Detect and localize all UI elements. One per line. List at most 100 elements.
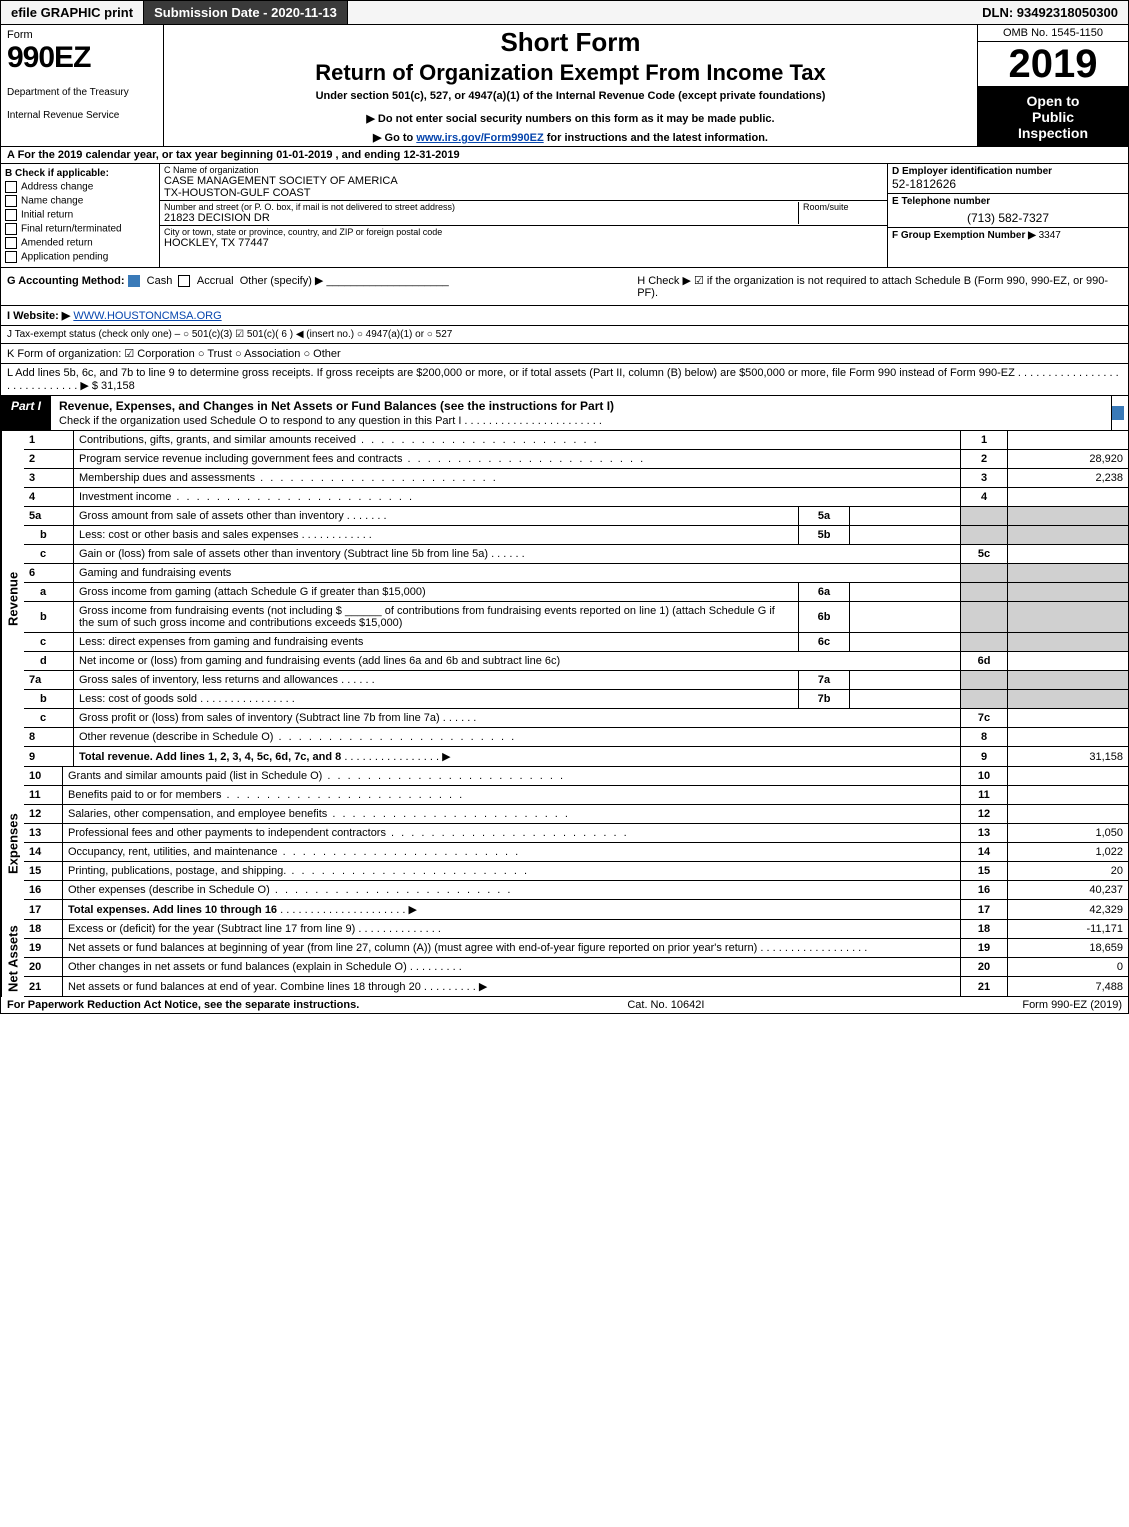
- l10-amt: [1008, 767, 1129, 786]
- room-lbl: Room/suite: [803, 202, 883, 212]
- l6c-num: c: [24, 633, 74, 652]
- l6d-num: d: [24, 652, 74, 671]
- l19-num: 19: [24, 939, 63, 958]
- row-g-left: G Accounting Method: Cash Accrual Other …: [7, 274, 637, 287]
- cb-initial-return[interactable]: Initial return: [5, 209, 155, 221]
- expenses-table: 10 Grants and similar amounts paid (list…: [24, 767, 1129, 920]
- l18-desc: Excess or (deficit) for the year (Subtra…: [68, 923, 355, 935]
- l4-num: 4: [24, 488, 74, 507]
- l21-amt: 7,488: [1008, 977, 1129, 997]
- l8-amt: [1008, 728, 1129, 747]
- l21-num: 21: [24, 977, 63, 997]
- line-3: 3 Membership dues and assessments 3 2,23…: [24, 469, 1129, 488]
- l18-ref: 18: [961, 920, 1008, 939]
- line-5b: b Less: cost or other basis and sales ex…: [24, 526, 1129, 545]
- l14-amt: 1,022: [1008, 843, 1129, 862]
- g-label: G Accounting Method:: [7, 275, 125, 287]
- cb-application-pending[interactable]: Application pending: [5, 251, 155, 263]
- row-k: K Form of organization: ☑ Corporation ○ …: [0, 344, 1129, 364]
- l12-desc: Salaries, other compensation, and employ…: [68, 808, 327, 820]
- cash-label: Cash: [147, 275, 173, 287]
- line-19: 19 Net assets or fund balances at beginn…: [24, 939, 1129, 958]
- cb-accrual[interactable]: [178, 275, 190, 287]
- l5c-desc: Gain or (loss) from sale of assets other…: [79, 548, 488, 560]
- line-8: 8 Other revenue (describe in Schedule O)…: [24, 728, 1129, 747]
- l17-desc: Total expenses. Add lines 10 through 16: [68, 904, 277, 916]
- l1-amt: [1008, 431, 1129, 450]
- l6c-box: 6c: [799, 633, 850, 652]
- l7b-desc: Less: cost of goods sold: [79, 693, 197, 705]
- l14-ref: 14: [961, 843, 1008, 862]
- part1-checkbox-cell: [1111, 396, 1128, 430]
- submission-date-button[interactable]: Submission Date - 2020-11-13: [144, 1, 348, 24]
- l8-ref: 8: [961, 728, 1008, 747]
- l7c-ref: 7c: [961, 709, 1008, 728]
- website-link[interactable]: WWW.HOUSTONCMSA.ORG: [73, 310, 221, 322]
- line-14: 14 Occupancy, rent, utilities, and maint…: [24, 843, 1129, 862]
- line-15: 15 Printing, publications, postage, and …: [24, 862, 1129, 881]
- l5a-val: [850, 507, 961, 526]
- part1-tag: Part I: [1, 396, 51, 430]
- cb-name-change[interactable]: Name change: [5, 195, 155, 207]
- efile-print-button[interactable]: efile GRAPHIC print: [1, 1, 144, 24]
- top-bar: efile GRAPHIC print Submission Date - 20…: [0, 0, 1129, 25]
- line-7a: 7a Gross sales of inventory, less return…: [24, 671, 1129, 690]
- l17-amt: 42,329: [1008, 900, 1129, 920]
- l6b-box: 6b: [799, 602, 850, 633]
- cb-initial-return-label: Initial return: [21, 210, 73, 221]
- line-7c: c Gross profit or (loss) from sales of i…: [24, 709, 1129, 728]
- line-6: 6 Gaming and fundraising events: [24, 564, 1129, 583]
- tax-year: 2019: [978, 42, 1128, 87]
- line-4: 4 Investment income 4: [24, 488, 1129, 507]
- l7a-amt: [1008, 671, 1129, 690]
- side-revenue: Revenue: [1, 431, 24, 767]
- col-c-city: City or town, state or province, country…: [160, 226, 887, 250]
- l6b-ref: [961, 602, 1008, 633]
- l7c-amt: [1008, 709, 1129, 728]
- part1-title: Revenue, Expenses, and Changes in Net As…: [51, 396, 1111, 430]
- l6d-amt: [1008, 652, 1129, 671]
- l14-num: 14: [24, 843, 63, 862]
- line-7b: b Less: cost of goods sold . . . . . . .…: [24, 690, 1129, 709]
- part1-sub: Check if the organization used Schedule …: [59, 415, 602, 427]
- cb-cash[interactable]: [128, 275, 140, 287]
- l11-amt: [1008, 786, 1129, 805]
- l7a-num: 7a: [24, 671, 74, 690]
- l5c-ref: 5c: [961, 545, 1008, 564]
- part1-header: Part I Revenue, Expenses, and Changes in…: [0, 396, 1129, 431]
- under-section: Under section 501(c), 527, or 4947(a)(1)…: [170, 90, 971, 102]
- cb-address-change[interactable]: Address change: [5, 181, 155, 193]
- l3-ref: 3: [961, 469, 1008, 488]
- l5a-amt: [1008, 507, 1129, 526]
- tel-lbl: E Telephone number: [892, 196, 1124, 207]
- l6-desc: Gaming and fundraising events: [74, 564, 961, 583]
- l5a-ref: [961, 507, 1008, 526]
- title-center: Short Form Return of Organization Exempt…: [164, 25, 977, 146]
- l9-desc: Total revenue. Add lines 1, 2, 3, 4, 5c,…: [79, 751, 341, 763]
- l16-amt: 40,237: [1008, 881, 1129, 900]
- l18-amt: -11,171: [1008, 920, 1129, 939]
- part1-checkbox[interactable]: [1112, 406, 1124, 420]
- revenue-section: Revenue 1 Contributions, gifts, grants, …: [0, 431, 1129, 767]
- line-5c: c Gain or (loss) from sale of assets oth…: [24, 545, 1129, 564]
- l1-ref: 1: [961, 431, 1008, 450]
- l7b-box: 7b: [799, 690, 850, 709]
- col-b: B Check if applicable: Address change Na…: [1, 164, 160, 267]
- l9-num: 9: [24, 747, 74, 767]
- goto-pre: ▶ Go to: [373, 132, 416, 144]
- l21-ref: 21: [961, 977, 1008, 997]
- l7b-num: b: [24, 690, 74, 709]
- l3-desc: Membership dues and assessments: [79, 472, 255, 484]
- goto-link[interactable]: www.irs.gov/Form990EZ: [416, 132, 543, 144]
- irs-label: Internal Revenue Service: [7, 110, 157, 121]
- l6a-box: 6a: [799, 583, 850, 602]
- l7a-ref: [961, 671, 1008, 690]
- l12-num: 12: [24, 805, 63, 824]
- expenses-section: Expenses 10 Grants and similar amounts p…: [0, 767, 1129, 920]
- row-g-h: G Accounting Method: Cash Accrual Other …: [0, 268, 1129, 306]
- l7a-desc: Gross sales of inventory, less returns a…: [79, 674, 338, 686]
- cb-final-return[interactable]: Final return/terminated: [5, 223, 155, 235]
- l5b-amt: [1008, 526, 1129, 545]
- line-6a: a Gross income from gaming (attach Sched…: [24, 583, 1129, 602]
- cb-amended-return[interactable]: Amended return: [5, 237, 155, 249]
